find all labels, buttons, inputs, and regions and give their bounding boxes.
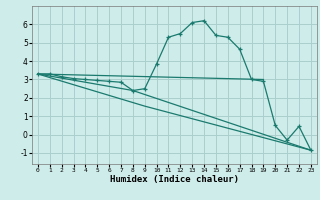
X-axis label: Humidex (Indice chaleur): Humidex (Indice chaleur) [110,175,239,184]
